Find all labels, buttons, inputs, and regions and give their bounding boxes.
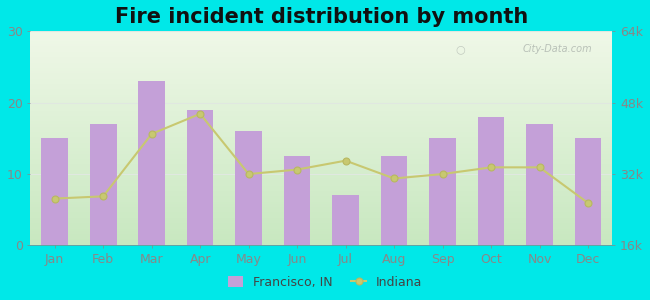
Bar bbox=[90, 124, 116, 245]
Bar bbox=[478, 117, 504, 245]
Text: City-Data.com: City-Data.com bbox=[523, 44, 592, 54]
Bar bbox=[284, 156, 311, 245]
Bar bbox=[187, 110, 213, 245]
Bar bbox=[429, 138, 456, 245]
Bar bbox=[332, 196, 359, 245]
Bar bbox=[381, 156, 408, 245]
Legend: Francisco, IN, Indiana: Francisco, IN, Indiana bbox=[222, 271, 428, 294]
Bar bbox=[575, 138, 601, 245]
Bar bbox=[42, 138, 68, 245]
Bar bbox=[235, 131, 262, 245]
Title: Fire incident distribution by month: Fire incident distribution by month bbox=[115, 7, 528, 27]
Bar bbox=[138, 81, 165, 245]
Bar bbox=[526, 124, 553, 245]
Text: ○: ○ bbox=[455, 44, 465, 54]
